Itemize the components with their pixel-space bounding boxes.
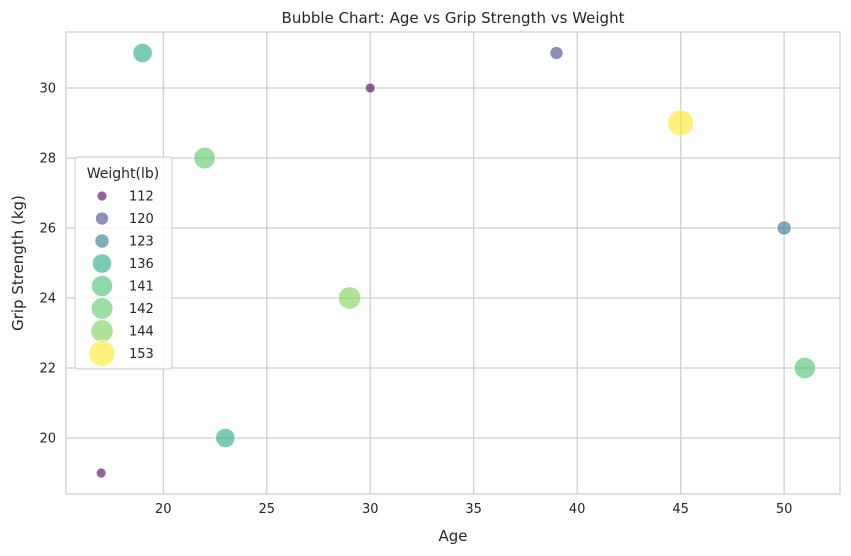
- legend-entry: 141: [90, 274, 154, 298]
- legend-label: 141: [129, 280, 154, 295]
- legend-label: 153: [129, 347, 154, 362]
- legend-entry: 120: [95, 211, 154, 227]
- legend-marker: [96, 190, 108, 202]
- y-tick-label: 30: [39, 82, 56, 97]
- x-tick-label: 30: [362, 502, 379, 517]
- legend-entry: 123: [94, 233, 154, 250]
- data-point: [337, 286, 362, 310]
- legend-label: 120: [129, 212, 154, 227]
- x-tick-label: 35: [465, 502, 482, 517]
- data-point: [95, 467, 107, 479]
- legend-marker: [88, 340, 116, 367]
- plot-frame: [65, 31, 841, 495]
- legend-marker: [94, 233, 110, 249]
- x-tick-label: 40: [569, 502, 586, 517]
- data-point: [549, 46, 564, 60]
- x-tick-labels: 20 25 30 35 40 45 50: [155, 502, 792, 517]
- grid-lines: [66, 32, 840, 494]
- y-tick-label: 20: [39, 432, 56, 447]
- legend-marker: [90, 297, 114, 320]
- y-tick-label: 24: [39, 292, 56, 307]
- data-point: [364, 82, 376, 94]
- y-axis-label: Grip Strength (kg): [9, 195, 27, 331]
- y-tick-label: 26: [39, 222, 56, 237]
- legend-box: [74, 156, 173, 370]
- data-point: [667, 109, 695, 137]
- data-points: [95, 42, 816, 479]
- legend-label: 142: [129, 302, 154, 317]
- y-tick-labels: 20 22 24 26 28 30: [39, 82, 56, 447]
- y-tick-label: 22: [39, 362, 56, 377]
- legend-entries: 112 120 123 136 141 142 144 153: [88, 190, 154, 367]
- chart-title: Bubble Chart: Age vs Grip Strength vs We…: [282, 9, 625, 27]
- x-tick-label: 20: [155, 502, 172, 517]
- data-point: [776, 220, 792, 236]
- legend-label: 123: [129, 235, 154, 250]
- legend-marker: [90, 319, 114, 343]
- data-point: [793, 356, 816, 380]
- data-point: [132, 42, 153, 64]
- legend-marker: [95, 211, 109, 226]
- legend-entry: 144: [90, 319, 154, 343]
- x-tick-label: 50: [776, 502, 793, 517]
- x-tick-label: 45: [672, 502, 689, 517]
- x-axis-label: Age: [438, 527, 467, 545]
- legend-entry: 142: [90, 297, 154, 320]
- x-tick-label: 25: [258, 502, 275, 517]
- legend: Weight(lb) 112 120 123 136 141 142 144 153: [74, 156, 173, 370]
- legend-label: 112: [129, 190, 154, 205]
- legend-title: Weight(lb): [87, 166, 159, 182]
- legend-entry: 112: [96, 190, 154, 205]
- legend-marker: [91, 253, 113, 274]
- legend-marker: [90, 274, 114, 298]
- data-point: [193, 146, 216, 170]
- legend-entry: 136: [91, 253, 154, 274]
- legend-entry: 153: [88, 340, 154, 367]
- legend-label: 144: [129, 325, 154, 340]
- data-point: [215, 427, 236, 449]
- y-tick-label: 28: [39, 152, 56, 167]
- legend-label: 136: [129, 257, 154, 272]
